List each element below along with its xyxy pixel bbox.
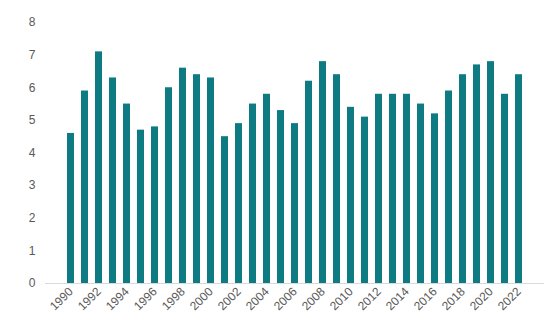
svg-text:1990: 1990 (47, 284, 76, 313)
svg-text:2008: 2008 (299, 284, 328, 313)
svg-text:6: 6 (29, 81, 36, 95)
svg-text:2002: 2002 (215, 284, 244, 313)
svg-text:2000: 2000 (187, 284, 216, 313)
svg-text:7: 7 (29, 48, 36, 62)
svg-text:2016: 2016 (411, 284, 440, 313)
svg-text:1998: 1998 (159, 284, 188, 313)
svg-text:2012: 2012 (355, 284, 384, 313)
svg-text:1992: 1992 (75, 284, 104, 313)
svg-text:2004: 2004 (243, 284, 272, 313)
svg-text:2022: 2022 (495, 284, 524, 313)
svg-text:4: 4 (29, 146, 36, 160)
svg-text:8: 8 (29, 15, 36, 29)
svg-text:1994: 1994 (103, 284, 132, 313)
svg-text:2018: 2018 (439, 284, 468, 313)
svg-text:1: 1 (29, 244, 36, 258)
svg-text:2020: 2020 (467, 284, 496, 313)
svg-text:2010: 2010 (327, 284, 356, 313)
svg-text:2006: 2006 (271, 284, 300, 313)
svg-text:0: 0 (29, 276, 36, 290)
svg-text:2014: 2014 (383, 284, 412, 313)
svg-text:3: 3 (29, 178, 36, 192)
svg-text:2: 2 (29, 211, 36, 225)
svg-text:5: 5 (29, 113, 36, 127)
svg-text:1996: 1996 (131, 284, 160, 313)
